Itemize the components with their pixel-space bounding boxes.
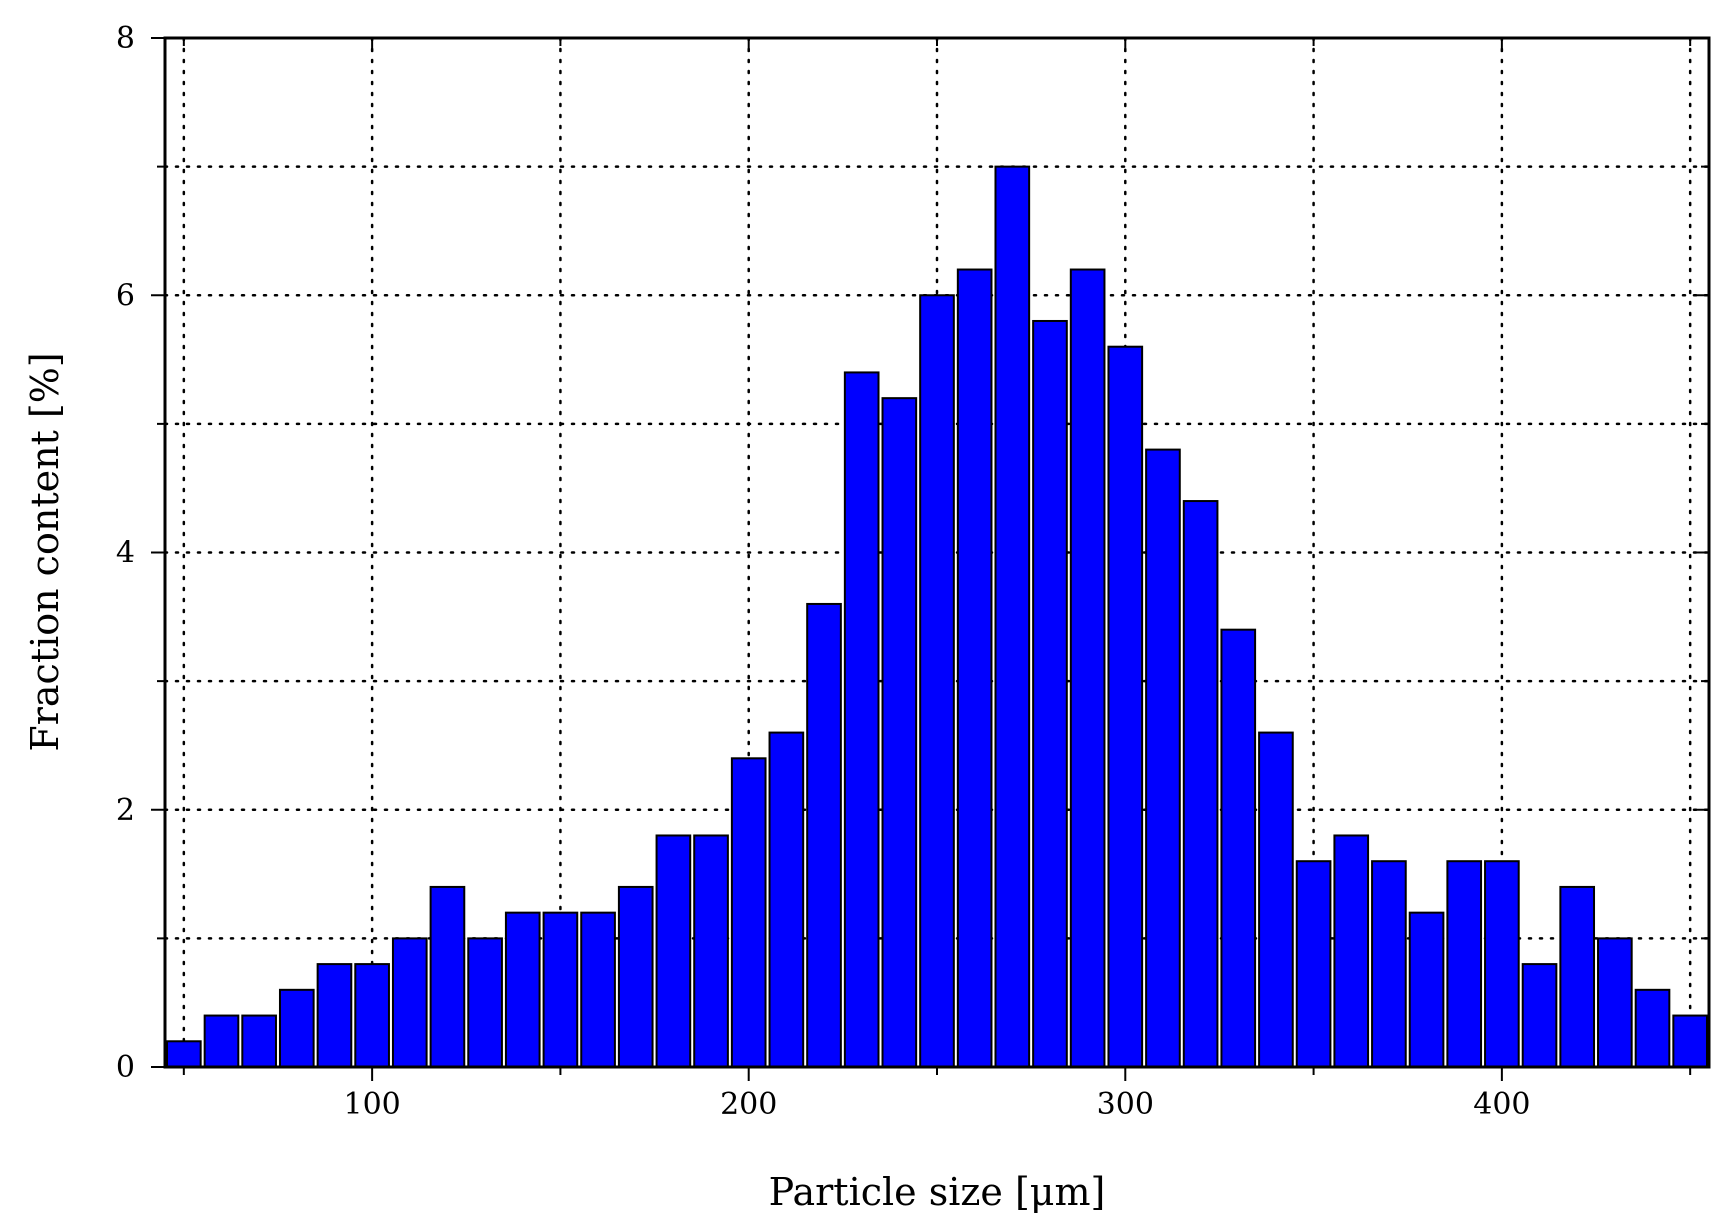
bar <box>1672 1014 1708 1068</box>
bar <box>1521 963 1558 1068</box>
bar <box>1446 860 1483 1069</box>
x-tick-label: 100 <box>343 1087 400 1122</box>
bar <box>278 988 315 1069</box>
bar <box>919 294 955 1068</box>
bar <box>1258 731 1294 1068</box>
bar <box>1634 988 1671 1069</box>
x-tick-label: 400 <box>1473 1087 1530 1122</box>
y-tick-label: 2 <box>116 793 135 828</box>
bars <box>166 165 1708 1069</box>
bar <box>1484 860 1520 1069</box>
x-axis-title: Particle size [μm] <box>769 1170 1106 1214</box>
bar <box>391 937 428 1068</box>
bar <box>994 165 1031 1068</box>
bar <box>806 602 842 1068</box>
y-axis-title: Fraction content [%] <box>23 352 67 751</box>
bar <box>1333 834 1370 1068</box>
bar <box>1220 628 1257 1068</box>
y-tick-label: 0 <box>116 1050 135 1085</box>
bar <box>693 834 729 1068</box>
bar <box>1107 345 1144 1068</box>
x-tick-label: 200 <box>720 1087 777 1122</box>
bar <box>881 397 918 1068</box>
bar <box>354 963 390 1068</box>
bar <box>467 937 503 1068</box>
tick-labels: 100 200 300 400 0 2 4 6 8 <box>116 21 1531 1122</box>
bar <box>1182 500 1219 1068</box>
bar <box>1069 268 1106 1068</box>
axis-ticks <box>151 37 1709 1081</box>
bar <box>542 911 579 1069</box>
y-tick-label: 6 <box>116 278 135 313</box>
bar <box>203 1014 240 1068</box>
bar <box>166 1040 202 1069</box>
bar <box>1032 319 1068 1069</box>
bar <box>730 757 767 1068</box>
bar <box>1295 860 1332 1069</box>
bar <box>655 834 692 1068</box>
bar <box>1559 885 1596 1068</box>
bar <box>504 911 541 1069</box>
bar <box>1145 448 1181 1069</box>
y-tick-label: 4 <box>116 536 135 571</box>
y-tick-label: 8 <box>116 21 135 56</box>
x-tick-label: 300 <box>1097 1087 1154 1122</box>
bar <box>1408 911 1445 1069</box>
bar <box>580 911 616 1069</box>
bar <box>241 1014 277 1068</box>
bar <box>956 268 993 1068</box>
bar <box>429 885 466 1068</box>
bar <box>843 371 880 1068</box>
bar <box>1371 860 1407 1069</box>
bar <box>1597 937 1633 1068</box>
bar <box>768 731 805 1068</box>
bar <box>617 885 654 1068</box>
bar <box>316 963 353 1068</box>
